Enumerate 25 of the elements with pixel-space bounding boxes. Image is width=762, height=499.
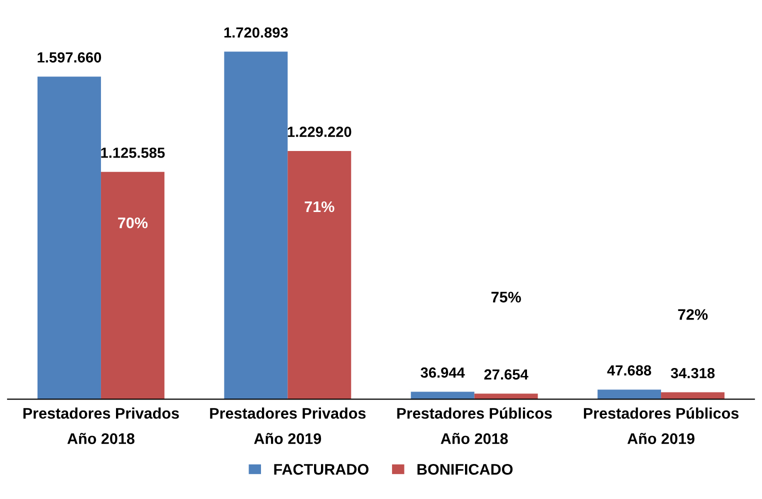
- bar: [410, 392, 474, 400]
- annotation: 72%: [678, 309, 708, 320]
- x-tick-label: Prestadores Públicos Año 2018: [397, 407, 552, 444]
- bar: [224, 52, 288, 400]
- bar: [288, 150, 352, 400]
- data-label: 1.720.893: [224, 27, 288, 38]
- x-tick-label: Prestadores Privados Año 2018: [23, 408, 179, 444]
- data-label: 34.318: [670, 368, 715, 378]
- data-label: 1.229.220: [288, 126, 352, 137]
- bar: [474, 394, 538, 400]
- bar: [598, 390, 662, 400]
- data-label: 1.125.585: [101, 148, 165, 158]
- data-label: 47.688: [607, 365, 652, 376]
- annotation: 71%: [304, 201, 334, 212]
- legend-label: FACTURADO: [274, 464, 368, 475]
- data-label: 36.944: [420, 367, 465, 378]
- data-label: 1.597.660: [38, 52, 102, 63]
- annotation: 75%: [491, 292, 521, 303]
- bar: [100, 172, 164, 400]
- data-label: 27.654: [484, 369, 528, 380]
- x-tick-label: Prestadores Privados Año 2019: [210, 408, 366, 444]
- x-tick-label: Prestadores Públicos Año 2019: [584, 407, 739, 444]
- annotation: 70%: [118, 217, 148, 228]
- legend-label: BONIFICADO: [418, 464, 513, 475]
- bar: [37, 76, 101, 400]
